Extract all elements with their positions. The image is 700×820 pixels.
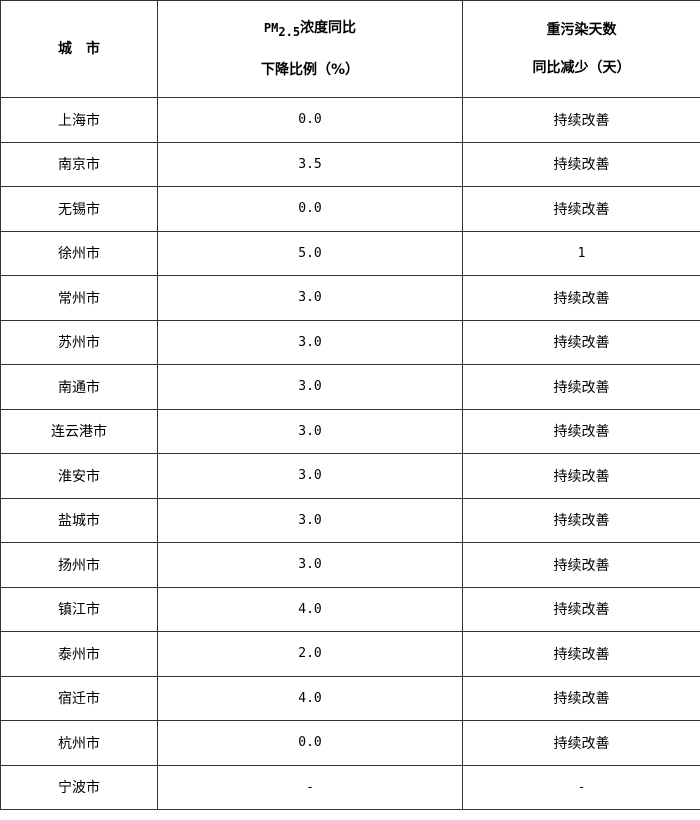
table-row: 宁波市 - -: [0, 764, 700, 810]
days-cell: 持续改善: [462, 97, 700, 143]
city-cell: 泰州市: [0, 631, 158, 677]
pm25-cell: 0.0: [157, 97, 463, 143]
table-row: 无锡市 0.0 持续改善: [0, 186, 700, 232]
city-cell: 常州市: [0, 275, 158, 321]
city-cell: 杭州市: [0, 720, 158, 766]
days-cell: 持续改善: [462, 319, 700, 365]
days-cell: 持续改善: [462, 631, 700, 677]
table-row: 上海市 0.0 持续改善: [0, 97, 700, 143]
table-row: 南京市 3.5 持续改善: [0, 141, 700, 187]
pm-header-line2: 下降比例（%）: [260, 61, 360, 78]
days-cell: 持续改善: [462, 675, 700, 721]
table-row: 镇江市 4.0 持续改善: [0, 586, 700, 632]
table-row: 泰州市 2.0 持续改善: [0, 631, 700, 677]
days-cell: 持续改善: [462, 186, 700, 232]
days-header-line1: 重污染天数: [546, 22, 617, 38]
pm25-cell: 3.0: [157, 542, 463, 588]
city-cell: 苏州市: [0, 319, 158, 365]
pm25-cell: 2.0: [157, 631, 463, 677]
pm25-cell: -: [157, 764, 463, 810]
header-days: 重污染天数 同比减少（天）: [462, 0, 700, 98]
city-cell: 宁波市: [0, 764, 158, 810]
days-cell: 持续改善: [462, 275, 700, 321]
table-row: 南通市 3.0 持续改善: [0, 364, 700, 410]
city-cell: 盐城市: [0, 497, 158, 543]
table-row: 连云港市 3.0 持续改善: [0, 408, 700, 454]
city-cell: 宿迁市: [0, 675, 158, 721]
table-row: 宿迁市 4.0 持续改善: [0, 675, 700, 721]
city-cell: 连云港市: [0, 408, 158, 454]
city-cell: 上海市: [0, 97, 158, 143]
table-row: 盐城市 3.0 持续改善: [0, 497, 700, 543]
table-row: 常州市 3.0 持续改善: [0, 275, 700, 321]
days-header-line2: 同比减少（天）: [532, 60, 631, 76]
days-cell: 持续改善: [462, 586, 700, 632]
pm25-cell: 0.0: [157, 720, 463, 766]
city-cell: 淮安市: [0, 453, 158, 499]
days-cell: 持续改善: [462, 408, 700, 454]
days-cell: 持续改善: [462, 720, 700, 766]
city-cell: 无锡市: [0, 186, 158, 232]
table-row: 徐州市 5.0 1: [0, 230, 700, 276]
table-row: 淮安市 3.0 持续改善: [0, 453, 700, 499]
days-cell: 持续改善: [462, 141, 700, 187]
city-cell: 扬州市: [0, 542, 158, 588]
days-cell: -: [462, 764, 700, 810]
pm-label: PM: [263, 21, 279, 36]
city-cell: 徐州市: [0, 230, 158, 276]
header-pm25: PM2.5浓度同比 下降比例（%）: [157, 0, 463, 98]
days-cell: 持续改善: [462, 542, 700, 588]
header-row: 城 市 PM2.5浓度同比 下降比例（%） 重污染天数 同比减少（天）: [0, 0, 700, 98]
pm25-cell: 5.0: [157, 230, 463, 276]
pm-header-line1: 浓度同比: [300, 20, 357, 37]
pm25-cell: 3.0: [157, 319, 463, 365]
pm25-cell: 3.0: [157, 364, 463, 410]
pm25-cell: 3.0: [157, 275, 463, 321]
days-cell: 持续改善: [462, 364, 700, 410]
pm25-cell: 4.0: [157, 586, 463, 632]
table-row: 扬州市 3.0 持续改善: [0, 542, 700, 588]
days-cell: 1: [462, 230, 700, 276]
pm25-cell: 4.0: [157, 675, 463, 721]
pm25-cell: 3.0: [157, 408, 463, 454]
table-row: 杭州市 0.0 持续改善: [0, 720, 700, 766]
city-cell: 镇江市: [0, 586, 158, 632]
city-cell: 南京市: [0, 141, 158, 187]
pm25-cell: 3.0: [157, 497, 463, 543]
city-cell: 南通市: [0, 364, 158, 410]
pm25-cell: 0.0: [157, 186, 463, 232]
table-row: 苏州市 3.0 持续改善: [0, 319, 700, 365]
header-city: 城 市: [0, 0, 158, 98]
pm25-cell: 3.5: [157, 141, 463, 187]
days-cell: 持续改善: [462, 497, 700, 543]
pm-subscript: 2.5: [278, 24, 301, 39]
pm25-cell: 3.0: [157, 453, 463, 499]
days-cell: 持续改善: [462, 453, 700, 499]
